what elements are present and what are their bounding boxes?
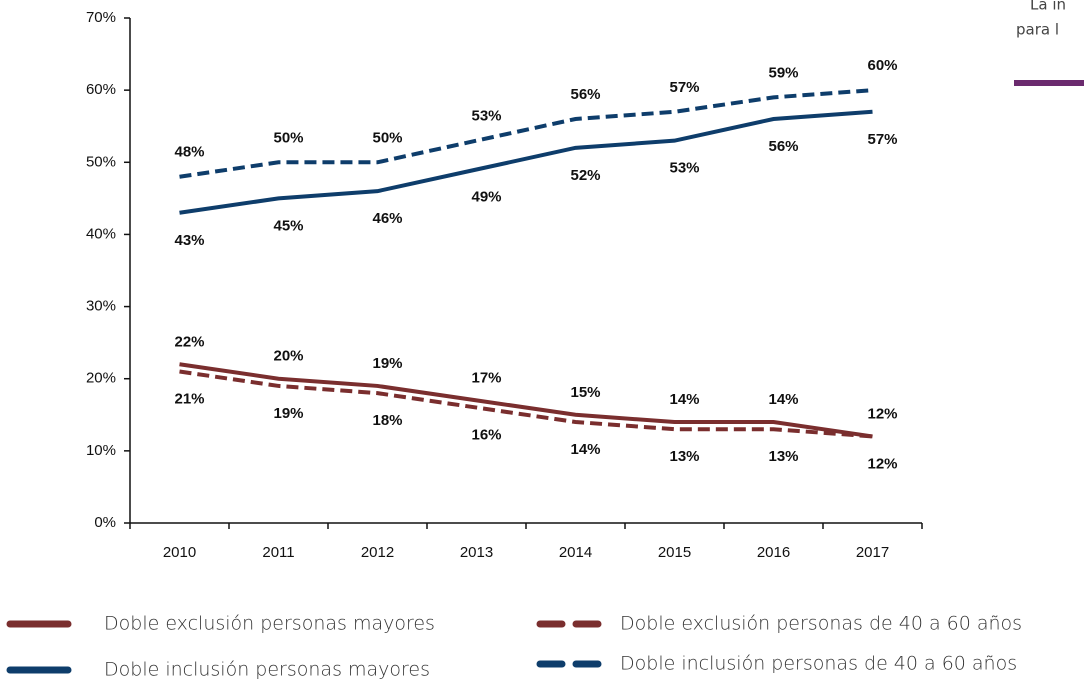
data-label: 12%: [867, 405, 897, 422]
x-tick-label: 2014: [559, 544, 592, 561]
data-label: 57%: [867, 131, 897, 148]
x-tick-label: 2011: [262, 544, 294, 561]
data-label: 48%: [174, 144, 204, 161]
y-tick-label: 30%: [86, 298, 116, 315]
y-tick-label: 0%: [94, 514, 116, 531]
legend-label: Doble exclusión personas de 40 a 60 años: [620, 613, 1022, 635]
legend-label: Doble exclusión personas mayores: [104, 613, 435, 635]
data-label: 43%: [174, 232, 204, 249]
data-label: 60%: [867, 57, 897, 74]
series-line: [179, 109, 873, 215]
series-line: [179, 88, 873, 179]
series-line: [179, 362, 873, 439]
data-label: 19%: [372, 355, 402, 372]
data-label: 16%: [471, 427, 501, 444]
data-label: 56%: [570, 86, 600, 103]
data-label: 50%: [372, 129, 402, 146]
data-label: 45%: [273, 217, 303, 234]
data-label: 14%: [768, 391, 798, 408]
y-tick-label: 70%: [86, 9, 116, 26]
data-label: 59%: [768, 64, 798, 81]
data-label: 18%: [372, 412, 402, 429]
data-label: 13%: [669, 448, 699, 465]
x-tick-label: 2015: [658, 544, 691, 561]
sidebar-text: La in: [1030, 0, 1066, 14]
sidebar-bar: [1014, 80, 1084, 86]
series-line: [179, 369, 873, 439]
data-label: 14%: [669, 391, 699, 408]
data-label: 19%: [273, 405, 303, 422]
data-label: 13%: [768, 448, 798, 465]
y-tick-label: 60%: [86, 81, 116, 98]
data-label: 52%: [570, 167, 600, 184]
data-label: 21%: [174, 390, 204, 407]
x-tick-label: 2010: [163, 544, 196, 561]
x-tick-label: 2016: [757, 544, 790, 561]
data-label: 57%: [669, 79, 699, 96]
y-tick-label: 40%: [86, 225, 116, 242]
data-label: 22%: [174, 333, 204, 350]
data-label: 56%: [768, 138, 798, 155]
x-tick-label: 2012: [361, 544, 394, 561]
sidebar-text: para l: [1016, 21, 1059, 39]
legend-label: Doble inclusión personas mayores: [104, 659, 430, 681]
data-label: 53%: [471, 108, 501, 125]
data-label: 53%: [669, 160, 699, 177]
legend-label: Doble inclusión personas de 40 a 60 años: [620, 653, 1017, 675]
data-label: 12%: [867, 455, 897, 472]
data-label: 14%: [570, 441, 600, 458]
y-tick-label: 50%: [86, 153, 116, 170]
data-label: 17%: [471, 369, 501, 386]
x-tick-label: 2013: [460, 544, 493, 561]
data-label: 49%: [471, 188, 501, 205]
y-tick-label: 10%: [86, 442, 116, 459]
data-label: 20%: [273, 348, 303, 365]
y-tick-label: 20%: [86, 370, 116, 387]
data-label: 46%: [372, 210, 402, 227]
data-label: 50%: [273, 129, 303, 146]
data-label: 15%: [570, 384, 600, 401]
x-tick-label: 2017: [856, 544, 889, 561]
